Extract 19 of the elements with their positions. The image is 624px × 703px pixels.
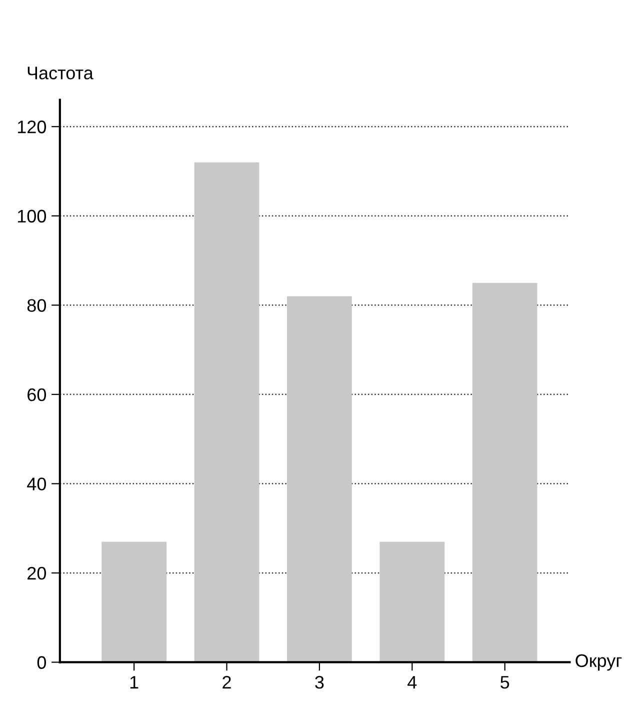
y-axis-title: Частота bbox=[28, 66, 94, 80]
bar bbox=[194, 162, 260, 662]
y-tick-label: 0 bbox=[37, 656, 46, 669]
y-tick-label: 40 bbox=[27, 478, 46, 490]
y-tick-label: 80 bbox=[27, 299, 46, 312]
x-tick-label: 4 bbox=[408, 676, 417, 689]
y-tick-label: 60 bbox=[28, 388, 46, 402]
x-axis-title: Округ bbox=[576, 654, 622, 671]
y-tick-label: 20 bbox=[28, 566, 46, 580]
x-tick-label: 2 bbox=[222, 676, 231, 689]
bar bbox=[287, 296, 352, 662]
bar bbox=[380, 542, 445, 662]
y-tick-label: 100 bbox=[18, 210, 46, 223]
bar bbox=[102, 542, 166, 662]
x-tick-label: 3 bbox=[315, 676, 324, 689]
x-tick-label: 1 bbox=[130, 676, 138, 689]
bar bbox=[472, 282, 538, 662]
x-tick-label: 5 bbox=[500, 676, 510, 689]
y-tick-label: 120 bbox=[18, 120, 46, 134]
